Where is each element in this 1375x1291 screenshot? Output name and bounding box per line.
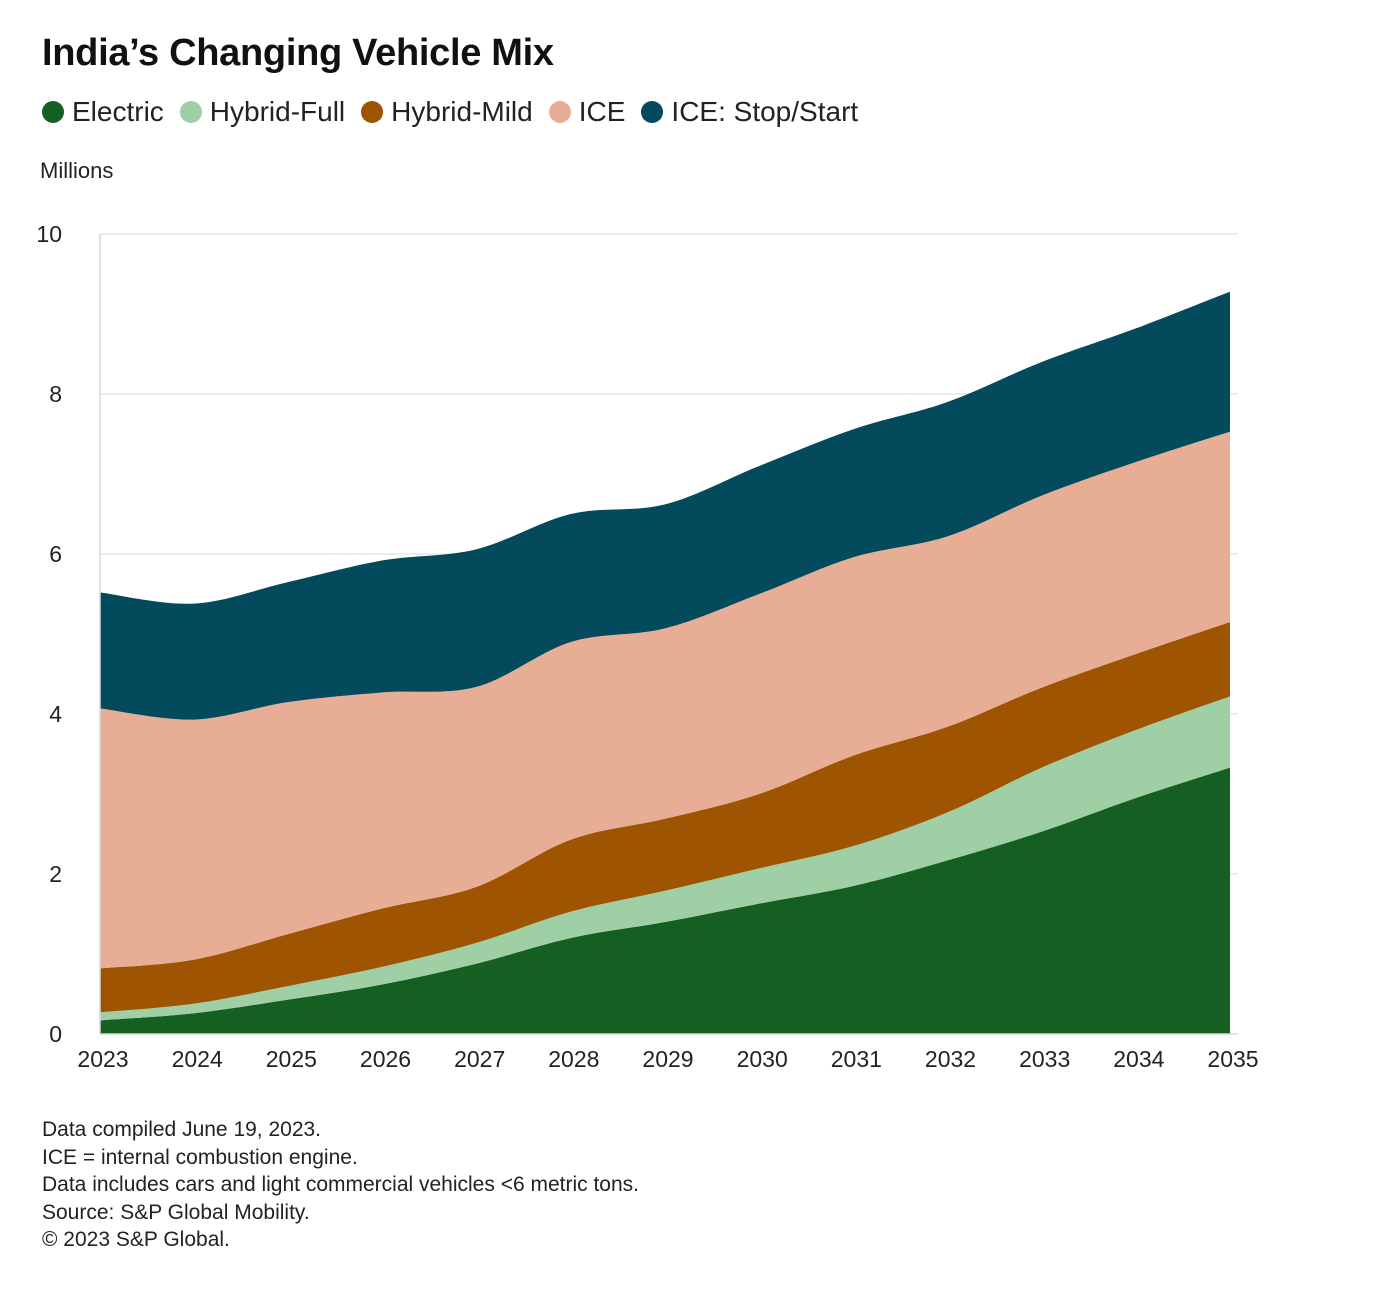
area-hybrid-mild — [100, 622, 1230, 1013]
x-tick-label-2024: 2024 — [172, 1046, 223, 1072]
y-tick-label-10: 10 — [36, 221, 62, 247]
y-tick-label-6: 6 — [49, 541, 62, 567]
legend: Electric Hybrid-Full Hybrid-Mild ICE ICE… — [42, 96, 874, 128]
legend-item-ice: ICE — [548, 96, 626, 128]
x-tick-label-2025: 2025 — [266, 1046, 317, 1072]
x-tick-label-2027: 2027 — [454, 1046, 505, 1072]
footnote-scope: Data includes cars and light commercial … — [42, 1173, 640, 1196]
legend-label-ice-stop-start: ICE: Stop/Start — [671, 96, 859, 127]
x-tick-label-2034: 2034 — [1113, 1046, 1164, 1072]
legend-swatch-electric — [42, 101, 64, 123]
area-electric — [100, 767, 1230, 1034]
y-tick-label-0: 0 — [49, 1021, 62, 1047]
legend-item-hybrid-mild: Hybrid-Mild — [361, 96, 533, 128]
x-tick-label-2032: 2032 — [925, 1046, 976, 1072]
legend-item-hybrid-full: Hybrid-Full — [179, 96, 346, 128]
legend-label-ice: ICE — [578, 96, 626, 127]
legend-item-electric: Electric — [42, 96, 164, 128]
x-tick-label-2026: 2026 — [360, 1046, 411, 1072]
footnote-copyright: © 2023 S&P Global. — [42, 1228, 230, 1251]
footnote-ice-definition: ICE = internal combustion engine. — [42, 1145, 358, 1169]
x-tick-label-2031: 2031 — [831, 1046, 882, 1072]
y-tick-label-4: 4 — [49, 701, 62, 727]
footnotes: Data compiled June 19, 2023. ICE = inter… — [42, 1116, 639, 1254]
area-ice — [100, 431, 1230, 969]
x-tick-label-2033: 2033 — [1019, 1046, 1070, 1072]
stacked-area-chart: 0 2 4 6 8 10 2023 2024 2025 2026 2027 2028 2029 2030 2… — [36, 221, 1258, 1072]
legend-item-ice-stop-start: ICE: Stop/Start — [641, 96, 858, 128]
x-tick-label-2028: 2028 — [548, 1046, 599, 1072]
legend-swatch-ice-stop-start — [641, 101, 664, 123]
legend-swatch-hybrid-full — [179, 101, 202, 123]
x-tick-label-2030: 2030 — [737, 1046, 788, 1072]
area-ice-stop-start — [100, 291, 1230, 720]
footnote-source: Source: S&P Global Mobility. — [42, 1200, 310, 1224]
legend-swatch-ice — [548, 101, 571, 123]
legend-label-hybrid-mild: Hybrid-Mild — [391, 96, 533, 127]
y-tick-label-2: 2 — [49, 861, 62, 887]
x-tick-label-2035: 2035 — [1207, 1046, 1258, 1072]
legend-label-electric: Electric — [72, 96, 164, 127]
y-tick-label-8: 8 — [49, 381, 62, 407]
x-tick-label-2023: 2023 — [77, 1046, 128, 1072]
chart-title: India’s Changing Vehicle Mix — [42, 32, 554, 74]
y-axis-unit-label: Millions — [40, 158, 114, 183]
legend-swatch-hybrid-mild — [361, 101, 384, 123]
x-tick-label-2029: 2029 — [642, 1046, 693, 1072]
legend-label-hybrid-full: Hybrid-Full — [209, 96, 346, 127]
footnote-data-compiled: Data compiled June 19, 2023. — [42, 1118, 322, 1141]
